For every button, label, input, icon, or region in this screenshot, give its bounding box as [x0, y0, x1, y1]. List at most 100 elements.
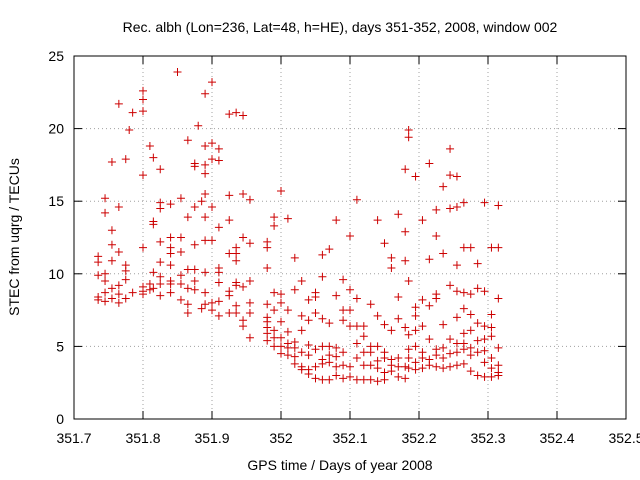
- data-point: [107, 157, 116, 166]
- data-point: [411, 342, 420, 351]
- data-point: [297, 348, 306, 357]
- data-point: [346, 322, 354, 331]
- data-point: [107, 240, 116, 249]
- data-point: [114, 99, 123, 108]
- data-point: [214, 278, 223, 287]
- data-point: [332, 216, 341, 225]
- data-point: [283, 214, 292, 223]
- data-point: [263, 263, 272, 272]
- data-point: [225, 216, 234, 225]
- data-point: [452, 203, 461, 212]
- data-point: [473, 348, 482, 357]
- y-tick-label: 25: [48, 48, 64, 64]
- data-point: [176, 279, 185, 288]
- data-point: [339, 306, 348, 315]
- data-point: [459, 288, 468, 297]
- data-point: [332, 352, 341, 361]
- data-point: [214, 144, 223, 153]
- data-point: [411, 365, 420, 374]
- data-points: [94, 67, 503, 386]
- data-point: [283, 343, 292, 352]
- data-point: [325, 375, 334, 384]
- data-point: [311, 345, 320, 354]
- x-tick-label: 352.5: [608, 430, 640, 446]
- data-point: [411, 311, 420, 320]
- data-point: [466, 290, 475, 299]
- data-point: [128, 108, 137, 117]
- data-point: [373, 311, 382, 320]
- data-point: [208, 298, 216, 307]
- data-point: [494, 294, 503, 303]
- data-point: [401, 256, 410, 265]
- x-axis-label: GPS time / Days of year 2008: [247, 457, 432, 473]
- data-point: [239, 233, 248, 242]
- data-point: [139, 171, 147, 180]
- data-point: [183, 309, 192, 318]
- data-point: [466, 310, 475, 319]
- data-point: [346, 306, 354, 315]
- data-point: [418, 322, 427, 331]
- x-tick-label: 351.9: [194, 430, 229, 446]
- data-point: [101, 208, 110, 217]
- data-point: [166, 288, 175, 297]
- data-point: [214, 223, 223, 232]
- data-point: [156, 291, 165, 300]
- data-point: [311, 362, 320, 371]
- data-point: [166, 261, 175, 270]
- data-point: [487, 372, 496, 381]
- data-point: [176, 295, 185, 304]
- data-point: [387, 367, 396, 376]
- data-point: [418, 216, 427, 225]
- data-point: [201, 189, 210, 198]
- data-point: [183, 136, 192, 145]
- x-tick-label: 351.7: [56, 430, 91, 446]
- data-point: [283, 306, 292, 315]
- data-point: [452, 287, 461, 296]
- data-point: [473, 336, 482, 345]
- data-point: [208, 306, 216, 315]
- data-point: [297, 326, 306, 335]
- data-point: [166, 249, 175, 258]
- data-point: [394, 372, 403, 381]
- data-point: [473, 371, 482, 380]
- data-point: [225, 110, 234, 119]
- data-point: [232, 108, 241, 117]
- data-point: [263, 300, 272, 309]
- data-point: [366, 348, 375, 357]
- data-point: [373, 377, 382, 386]
- data-point: [494, 243, 503, 252]
- data-point: [166, 279, 175, 288]
- data-point: [439, 249, 448, 258]
- data-point: [425, 159, 434, 168]
- data-point: [487, 310, 496, 319]
- data-point: [380, 320, 389, 329]
- data-point: [283, 327, 292, 336]
- data-point: [332, 362, 341, 371]
- data-point: [394, 362, 403, 371]
- data-point: [459, 329, 468, 338]
- data-point: [225, 249, 234, 258]
- data-point: [404, 277, 413, 286]
- data-point: [446, 281, 455, 290]
- data-point: [387, 263, 396, 272]
- data-point: [332, 291, 341, 300]
- data-point: [387, 253, 396, 262]
- x-tick-label: 352.3: [470, 430, 505, 446]
- data-point: [197, 304, 206, 313]
- data-point: [352, 322, 361, 331]
- data-point: [459, 304, 468, 313]
- data-point: [352, 339, 361, 348]
- data-point: [394, 293, 403, 302]
- data-point: [446, 349, 455, 358]
- data-point: [401, 165, 410, 174]
- data-point: [214, 297, 223, 306]
- data-point: [452, 339, 461, 348]
- data-point: [197, 197, 206, 206]
- data-point: [480, 358, 489, 367]
- data-point: [459, 345, 468, 354]
- data-point: [346, 362, 354, 371]
- data-point: [145, 285, 154, 294]
- x-tick-label: 352.4: [539, 430, 574, 446]
- data-point: [466, 243, 475, 252]
